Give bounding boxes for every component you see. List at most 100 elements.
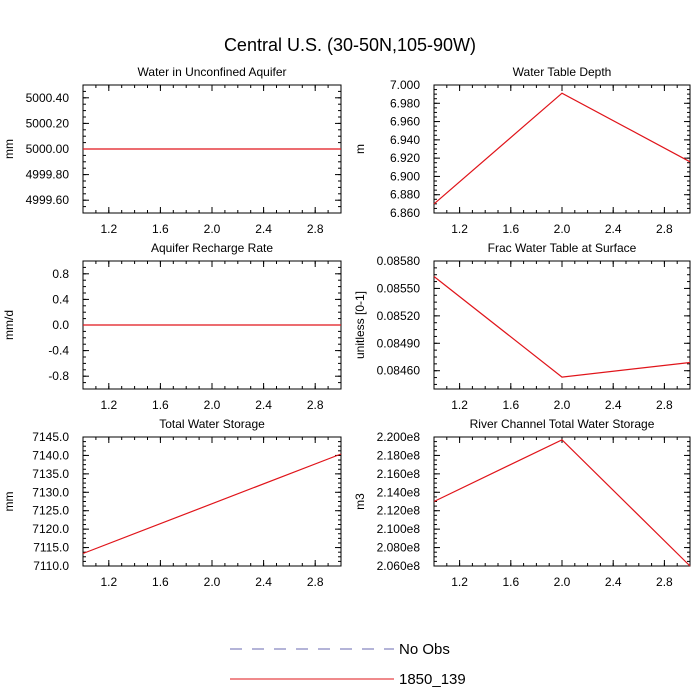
x-tick-label: 2.0 [204,222,221,236]
x-tick-label: 1.6 [502,398,519,412]
y-tick-label: 0.4 [52,292,69,306]
x-tick-label: 2.4 [255,222,272,236]
y-tick-label: 0.08550 [377,281,421,295]
x-tick-label: 1.2 [100,222,117,236]
plot-frame [433,260,691,390]
y-tick-label: 7120.0 [32,522,69,536]
x-tick-label: 1.2 [100,398,117,412]
y-tick-label: 2.100e8 [377,522,421,536]
panel-2: Water Table Depth m 1.2 1.6 2.0 2.4 2.8 6.860 6.… [353,65,691,236]
panels: Water in Unconfined Aquifer mm 1.2 1.6 2.0 2.… [2,65,691,589]
y-tick-label: 0.8 [52,267,69,281]
y-axis-label: m3 [353,493,367,510]
x-tick-label: 1.2 [451,222,468,236]
plot-frame [433,436,691,567]
panel-title: River Channel Total Water Storage [470,417,655,431]
y-tick-label: 7110.0 [33,559,69,573]
y-tick-label: 0.0 [52,318,69,332]
panel-4: Frac Water Table at Surface unitless [0-1… [353,241,691,412]
x-tick-label: 1.6 [502,575,519,589]
x-tick-label: 2.8 [307,222,324,236]
legend-label-1: No Obs [399,641,450,658]
panel-title: Frac Water Table at Surface [488,241,637,255]
y-axis-label: mm [2,492,16,512]
y-tick-label: 2.140e8 [377,485,421,499]
y-tick-label: 0.08580 [377,254,421,268]
x-tick-label: 1.6 [152,575,169,589]
y-tick-label: 7135.0 [32,467,69,481]
x-tick-label: 2.0 [554,222,571,236]
y-tick-label: 5000.40 [26,91,70,105]
legend-label-2: 1850_139 [399,671,466,688]
panel-title: Aquifer Recharge Rate [151,241,273,255]
x-tick-label: 1.2 [100,575,117,589]
series-line [433,276,691,378]
y-tick-label: -0.8 [48,369,69,383]
y-tick-label: 7130.0 [32,485,69,499]
series-line [433,439,691,567]
x-tick-label: 1.6 [152,222,169,236]
series-line [82,453,342,555]
x-tick-label: 2.0 [204,575,221,589]
y-tick-label: 4999.60 [26,193,70,207]
x-tick-label: 2.8 [307,575,324,589]
y-tick-label: 0.08520 [377,309,421,323]
y-tick-label: 2.080e8 [377,541,421,555]
x-tick-label: 2.4 [255,575,272,589]
y-tick-label: 7125.0 [32,504,69,518]
y-tick-label: 2.200e8 [377,430,421,444]
panel-3: Aquifer Recharge Rate mm/d 1.2 1.6 2.0 2.4 2.8… [2,241,342,412]
y-tick-label: 7.000 [390,78,420,92]
y-tick-label: 2.180e8 [377,448,421,462]
x-tick-label: 2.8 [656,575,673,589]
x-tick-label: 2.8 [656,398,673,412]
y-tick-label: 7115.0 [33,541,69,555]
y-tick-label: 4999.80 [26,168,70,182]
x-tick-label: 2.0 [554,398,571,412]
y-axis-label: mm [2,139,16,159]
x-tick-label: 2.4 [605,575,622,589]
x-tick-label: 2.0 [204,398,221,412]
y-tick-label: 5000.20 [26,116,70,130]
y-tick-label: 6.980 [390,96,420,110]
y-tick-label: 0.08460 [377,364,421,378]
plot-frame [433,84,691,214]
y-tick-label: 6.960 [390,115,420,129]
panel-1: Water in Unconfined Aquifer mm 1.2 1.6 2.0 2.… [2,65,342,236]
y-tick-label: 7145.0 [32,430,69,444]
panel-title: Total Water Storage [159,417,265,431]
y-tick-label: 6.940 [390,133,420,147]
y-tick-label: 2.120e8 [377,504,421,518]
y-axis-label: mm/d [2,310,16,340]
y-tick-label: 6.920 [390,151,420,165]
x-tick-label: 2.4 [605,398,622,412]
y-tick-label: 0.08490 [377,336,421,350]
panel-title: Water in Unconfined Aquifer [138,65,287,79]
series-line [433,92,691,205]
x-tick-label: 1.6 [502,222,519,236]
y-tick-label: 2.160e8 [377,467,421,481]
y-tick-label: 7140.0 [32,448,69,462]
x-tick-label: 2.4 [255,398,272,412]
x-tick-label: 2.8 [307,398,324,412]
panel-title: Water Table Depth [513,65,612,79]
x-tick-label: 1.6 [152,398,169,412]
panel-5: Total Water Storage mm 1.2 1.6 2.0 2.4 2.8 7110… [2,417,342,589]
x-tick-label: 2.4 [605,222,622,236]
x-tick-label: 1.2 [451,398,468,412]
panel-6: River Channel Total Water Storage m3 1.2 1.… [353,417,691,589]
y-tick-label: 6.900 [390,169,420,183]
y-tick-label: 5000.00 [26,142,70,156]
y-tick-label: 2.060e8 [377,559,421,573]
y-tick-label: 6.880 [390,188,420,202]
figure-title: Central U.S. (30-50N,105-90W) [224,35,476,55]
legend: No Obs 1850_139 [230,641,466,688]
x-tick-label: 1.2 [451,575,468,589]
x-tick-label: 2.8 [656,222,673,236]
y-axis-label: m [353,144,367,154]
y-tick-label: -0.4 [48,344,69,358]
y-axis-label: unitless [0-1] [353,291,367,359]
x-tick-label: 2.0 [554,575,571,589]
y-tick-label: 6.860 [390,206,420,220]
